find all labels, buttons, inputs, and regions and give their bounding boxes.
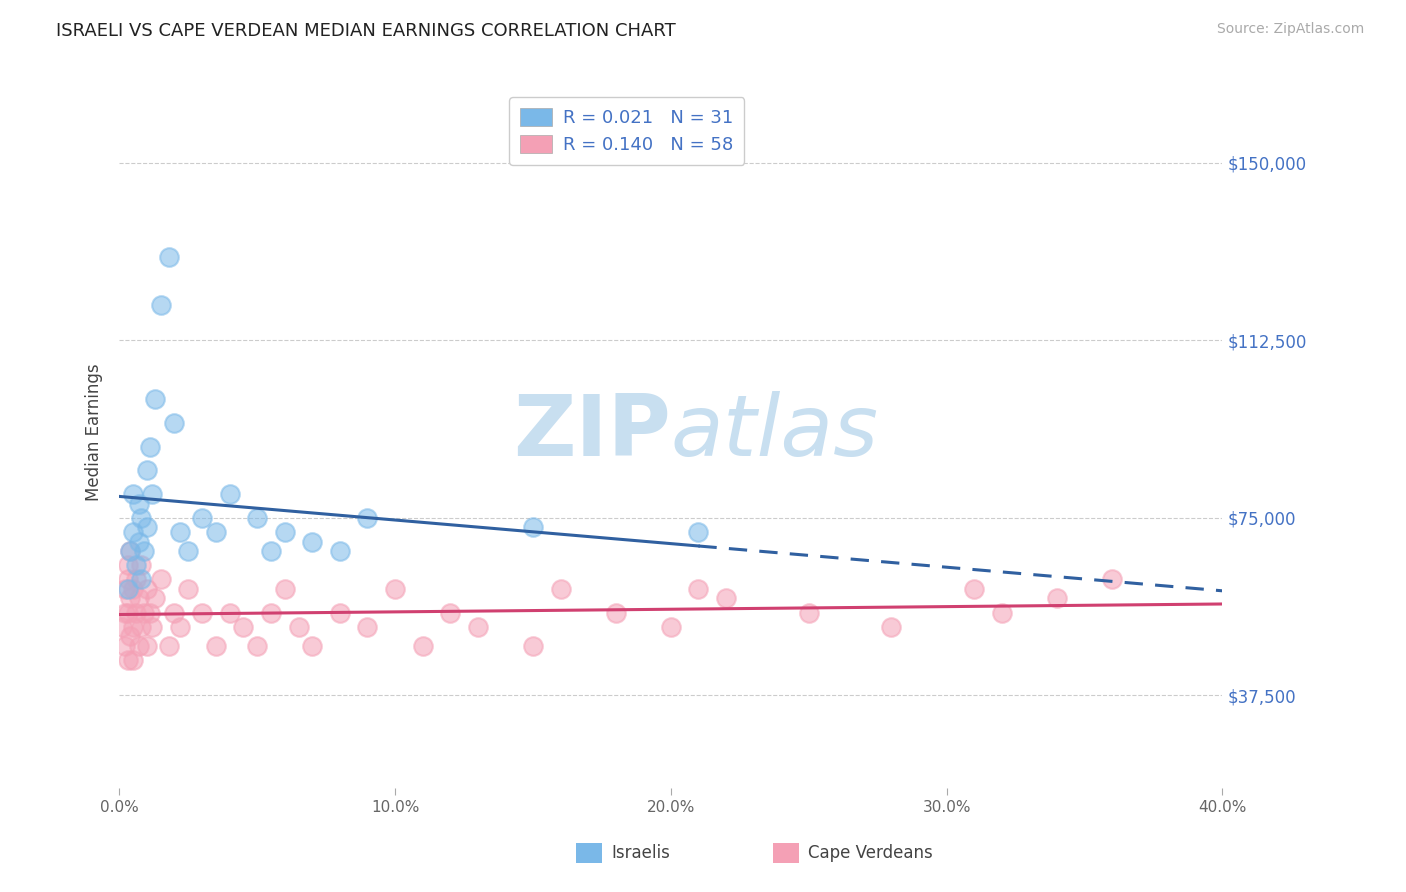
Point	[467, 620, 489, 634]
Point	[714, 591, 737, 606]
Point	[260, 606, 283, 620]
Point	[122, 653, 145, 667]
Point	[128, 639, 150, 653]
Point	[439, 606, 461, 620]
Point	[117, 606, 139, 620]
Point	[274, 524, 297, 539]
Point	[218, 606, 240, 620]
Point	[131, 573, 153, 587]
Text: Israelis: Israelis	[612, 844, 671, 862]
Point	[149, 298, 172, 312]
Point	[114, 606, 136, 620]
Point	[131, 620, 153, 634]
Point	[301, 534, 323, 549]
Point	[163, 606, 186, 620]
Point	[132, 544, 155, 558]
Point	[120, 629, 142, 643]
Point	[120, 544, 142, 558]
Point	[329, 606, 352, 620]
Text: Cape Verdeans: Cape Verdeans	[808, 844, 934, 862]
Point	[122, 524, 145, 539]
Point	[177, 582, 200, 596]
Point	[131, 558, 153, 573]
Point	[204, 639, 226, 653]
Point	[143, 392, 166, 407]
Point	[177, 544, 200, 558]
Point	[991, 606, 1014, 620]
Point	[135, 639, 157, 653]
Point	[301, 639, 323, 653]
Point	[963, 582, 986, 596]
Point	[117, 653, 139, 667]
Text: atlas: atlas	[671, 391, 879, 474]
Point	[141, 487, 163, 501]
Point	[122, 620, 145, 634]
Point	[117, 573, 139, 587]
Point	[688, 582, 710, 596]
Point	[128, 591, 150, 606]
Point	[157, 251, 180, 265]
Point	[169, 620, 191, 634]
Point	[125, 558, 148, 573]
Point	[1101, 573, 1123, 587]
Point	[117, 558, 139, 573]
Point	[135, 582, 157, 596]
Point	[169, 524, 191, 539]
Point	[135, 520, 157, 534]
Point	[125, 606, 148, 620]
Point	[329, 544, 352, 558]
Point	[122, 582, 145, 596]
Point	[191, 511, 214, 525]
Point	[232, 620, 254, 634]
Point	[797, 606, 820, 620]
Point	[204, 524, 226, 539]
Point	[128, 534, 150, 549]
Point	[111, 620, 134, 634]
Text: ZIP: ZIP	[513, 391, 671, 474]
Point	[163, 416, 186, 430]
Point	[157, 639, 180, 653]
Point	[246, 639, 269, 653]
Point	[522, 520, 544, 534]
Point	[356, 620, 378, 634]
Legend: R = 0.021   N = 31, R = 0.140   N = 58: R = 0.021 N = 31, R = 0.140 N = 58	[509, 97, 744, 165]
Point	[131, 511, 153, 525]
Point	[260, 544, 283, 558]
Point	[143, 591, 166, 606]
Text: Source: ZipAtlas.com: Source: ZipAtlas.com	[1216, 22, 1364, 37]
Point	[125, 573, 148, 587]
Y-axis label: Median Earnings: Median Earnings	[86, 364, 103, 501]
Point	[132, 606, 155, 620]
Point	[246, 511, 269, 525]
Point	[141, 620, 163, 634]
Point	[384, 582, 406, 596]
Point	[191, 606, 214, 620]
Point	[287, 620, 309, 634]
Point	[120, 591, 142, 606]
Text: ISRAELI VS CAPE VERDEAN MEDIAN EARNINGS CORRELATION CHART: ISRAELI VS CAPE VERDEAN MEDIAN EARNINGS …	[56, 22, 676, 40]
Point	[274, 582, 297, 596]
Point	[659, 620, 682, 634]
Point	[218, 487, 240, 501]
Point	[120, 544, 142, 558]
Point	[114, 639, 136, 653]
Point	[688, 524, 710, 539]
Point	[356, 511, 378, 525]
Point	[412, 639, 434, 653]
Point	[550, 582, 572, 596]
Point	[149, 573, 172, 587]
Point	[1046, 591, 1069, 606]
Point	[605, 606, 627, 620]
Point	[880, 620, 903, 634]
Point	[117, 582, 139, 596]
Point	[138, 606, 160, 620]
Point	[114, 582, 136, 596]
Point	[138, 440, 160, 454]
Point	[135, 463, 157, 477]
Point	[522, 639, 544, 653]
Point	[128, 497, 150, 511]
Point	[122, 487, 145, 501]
